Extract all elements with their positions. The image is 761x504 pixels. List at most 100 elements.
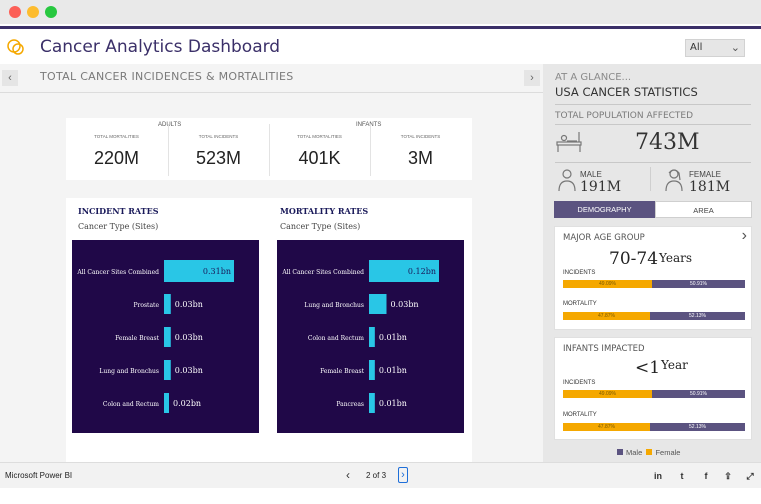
- infant-age-value: <1: [635, 358, 661, 378]
- section-title: TOTAL CANCER INCIDENCES & MORTALITIES: [40, 70, 294, 83]
- mortality-label: MORTALITY: [563, 301, 597, 307]
- category-label: Pancreas: [336, 401, 364, 408]
- kpi-divider: [168, 124, 169, 176]
- data-label: 0.31bn: [203, 267, 231, 276]
- logo-icon: [7, 39, 24, 55]
- kpi-label: TOTAL INCIDENTS: [198, 134, 239, 139]
- report-header: Cancer Analytics Dashboard All ⌄: [0, 29, 761, 64]
- filter-value: All: [690, 42, 703, 53]
- bar[interactable]: [164, 294, 171, 314]
- side-panel: AT A GLANCE... USA CANCER STATISTICS TOT…: [543, 64, 761, 462]
- female-swatch: [646, 449, 653, 455]
- brand-label[interactable]: Microsoft Power BI: [5, 471, 73, 480]
- female-label: FEMALE: [689, 170, 722, 179]
- kpi-divider: [370, 124, 371, 176]
- mortality-rates-title: MORTALITY RATES: [280, 206, 369, 216]
- bar[interactable]: [164, 327, 171, 347]
- legend-male: Male: [626, 448, 643, 457]
- data-label: 0.01bn: [379, 399, 407, 408]
- kpi-value: 220M: [93, 148, 140, 168]
- chevron-left-icon[interactable]: ‹: [346, 468, 350, 482]
- mortality-label: MORTALITY: [563, 412, 597, 418]
- zoom-window-button[interactable]: [45, 6, 57, 18]
- page-indicator: 2 of 3: [366, 471, 387, 480]
- age-group-unit: Years: [659, 251, 693, 265]
- facebook-icon[interactable]: f: [704, 471, 708, 481]
- rates-charts-panel: INCIDENT RATES Cancer Type (Sites) All C…: [66, 198, 472, 504]
- divider: [555, 162, 751, 163]
- kpi-panel: ADULTS INFANTS TOTAL MORTALITIES 220M TO…: [66, 118, 472, 180]
- category-label: All Cancer Sites Combined: [281, 269, 364, 276]
- bar[interactable]: [369, 260, 439, 282]
- hospital-bed-icon: [556, 132, 582, 152]
- female-segment: 50.91%: [652, 280, 745, 288]
- age-group-value: 70-74: [609, 249, 659, 269]
- incidents-split-bar: 49.09% 50.91%: [563, 390, 745, 398]
- chevron-down-icon: ⌄: [730, 41, 740, 54]
- close-window-button[interactable]: [9, 6, 21, 18]
- data-label: 0.03bn: [175, 333, 203, 342]
- divider: [555, 124, 751, 125]
- female-segment: 52.13%: [650, 423, 745, 431]
- kpi-divider: [269, 124, 270, 176]
- infants-label: INFANTS: [356, 122, 382, 128]
- filter-dropdown[interactable]: All ⌄: [685, 39, 745, 57]
- infant-age-unit: Year: [661, 358, 688, 372]
- divider: [0, 92, 543, 93]
- adults-label: ADULTS: [158, 122, 182, 128]
- kpi-label: TOTAL INCIDENTS: [400, 134, 441, 139]
- category-label: Female Breast: [320, 368, 365, 375]
- incident-rates-title: INCIDENT RATES: [78, 206, 159, 216]
- data-label: 0.01bn: [379, 333, 407, 342]
- male-segment: 47.87%: [563, 312, 650, 320]
- next-page-button[interactable]: ›: [524, 70, 540, 86]
- female-segment: 50.91%: [652, 390, 745, 398]
- legend-female: Female: [655, 448, 681, 457]
- category-label: Lung and Bronchus: [304, 302, 364, 309]
- kpi-value: 401K: [298, 148, 341, 168]
- male-value: 191M: [580, 179, 622, 195]
- previous-page-button[interactable]: ‹: [2, 70, 18, 86]
- kpi-label: TOTAL MORTALITIES: [297, 134, 342, 139]
- expand-icon[interactable]: ⤢: [746, 471, 754, 481]
- minimize-window-button[interactable]: [27, 6, 39, 18]
- male-swatch: [617, 449, 623, 455]
- bar[interactable]: [164, 393, 169, 413]
- category-label: All Cancer Sites Combined: [76, 269, 159, 276]
- data-label: 0.03bn: [175, 300, 203, 309]
- mortality-rates-svg: All Cancer Sites Combined 0.12bn Lung and …: [281, 260, 439, 413]
- card-title: INFANTS IMPACTED: [563, 344, 645, 354]
- data-label: 0.02bn: [173, 399, 201, 408]
- twitter-icon[interactable]: t: [680, 471, 684, 481]
- mortality-rates-chart[interactable]: All Cancer Sites Combined 0.12bn Lung and …: [277, 240, 464, 433]
- chevron-right-icon[interactable]: ›: [398, 467, 408, 483]
- category-label: Lung and Bronchus: [99, 368, 159, 375]
- bar[interactable]: [369, 360, 375, 380]
- bar[interactable]: [369, 327, 375, 347]
- linkedin-icon[interactable]: in: [654, 471, 662, 481]
- data-label: 0.12bn: [408, 267, 436, 276]
- bar[interactable]: [369, 393, 375, 413]
- tab-area[interactable]: AREA: [655, 201, 752, 218]
- major-age-group-card: MAJOR AGE GROUP › 70-74 Years INCIDENTS …: [554, 226, 752, 330]
- bar[interactable]: [164, 360, 171, 380]
- window-titlebar: [0, 0, 761, 24]
- share-icon[interactable]: ⇪: [724, 471, 732, 481]
- incident-rates-chart[interactable]: All Cancer Sites Combined 0.31bn Prostate 0…: [72, 240, 259, 433]
- tab-demography[interactable]: DEMOGRAPHY: [554, 201, 655, 218]
- chevron-right-icon[interactable]: ›: [741, 227, 747, 244]
- mortality-split-bar: 47.87% 52.13%: [563, 423, 745, 431]
- kpi-infant-incidents: TOTAL INCIDENTS 3M: [370, 132, 471, 178]
- category-label: Colon and Rectum: [308, 335, 364, 342]
- incidents-label: INCIDENTS: [563, 270, 596, 276]
- incident-rates-svg: All Cancer Sites Combined 0.31bn Prostate 0…: [76, 260, 234, 413]
- infants-impacted-card: INFANTS IMPACTED <1 Year INCIDENTS 49.09…: [554, 337, 752, 440]
- bar[interactable]: [369, 294, 387, 314]
- kpi-value: 3M: [407, 148, 433, 168]
- kpi-label: TOTAL MORTALITIES: [94, 134, 139, 139]
- kpi-adult-mortalities: TOTAL MORTALITIES 220M: [66, 132, 167, 178]
- female-person-icon: [665, 169, 683, 192]
- card-title: MAJOR AGE GROUP: [563, 233, 645, 243]
- category-label: Prostate: [133, 302, 159, 309]
- bar[interactable]: [164, 260, 234, 282]
